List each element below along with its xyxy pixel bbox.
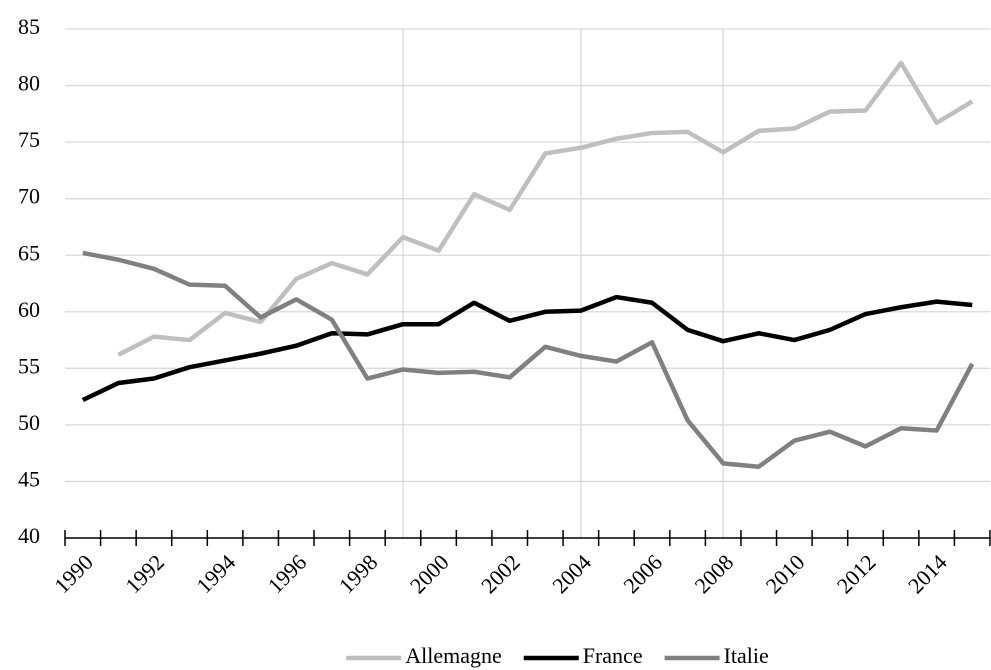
x-tick-label: 1994 — [191, 549, 240, 598]
x-tick-label: 2006 — [618, 549, 667, 598]
legend-label: Italie — [724, 643, 769, 668]
x-tick-label: 2004 — [547, 549, 596, 598]
x-tick-label: 2002 — [476, 549, 525, 598]
series-line — [117, 60, 974, 357]
x-tick-label: 1996 — [263, 549, 312, 598]
y-tick-label: 80 — [18, 71, 40, 96]
x-tick-label: 2010 — [761, 549, 810, 598]
y-tick-label: 50 — [18, 410, 40, 435]
series-line — [82, 250, 975, 469]
y-tick-label: 60 — [18, 297, 40, 322]
x-tick-label: 1998 — [334, 549, 383, 598]
y-tick-label: 85 — [18, 14, 40, 39]
y-tick-label: 65 — [18, 240, 40, 265]
x-tick-label: 1990 — [49, 549, 98, 598]
x-tick-label: 1992 — [120, 549, 169, 598]
y-tick-label: 70 — [18, 184, 40, 209]
y-tick-label: 55 — [18, 353, 40, 378]
x-tick-label: 2012 — [832, 549, 881, 598]
x-tick-label: 2014 — [903, 549, 952, 598]
y-tick-label: 75 — [18, 127, 40, 152]
legend-label: France — [583, 643, 643, 668]
y-tick-label: 40 — [18, 523, 40, 548]
y-tick-label: 45 — [18, 466, 40, 491]
legend-label: Allemagne — [405, 643, 502, 668]
series-line — [81, 294, 973, 403]
x-tick-label: 2000 — [405, 549, 454, 598]
x-tick-label: 2008 — [689, 549, 738, 598]
